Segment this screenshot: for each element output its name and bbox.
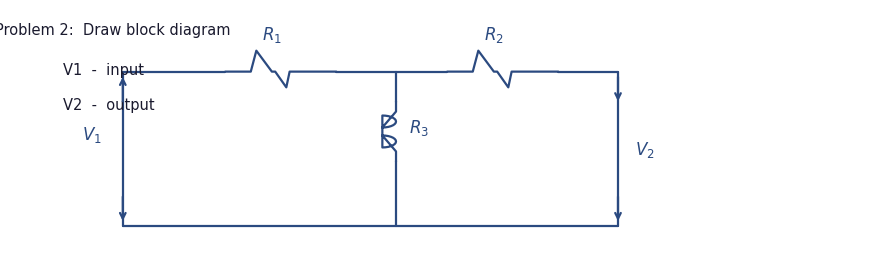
Text: $R_3$: $R_3$ bbox=[409, 117, 429, 137]
Text: V1  -  input: V1 - input bbox=[63, 62, 144, 77]
Text: $R_2$: $R_2$ bbox=[485, 25, 504, 45]
Text: $V_2$: $V_2$ bbox=[635, 139, 654, 159]
Text: $V_1$: $V_1$ bbox=[81, 124, 101, 145]
Text: V2  -  output: V2 - output bbox=[63, 97, 155, 112]
Text: $R_1$: $R_1$ bbox=[262, 25, 283, 45]
Text: Problem 2:  Draw block diagram: Problem 2: Draw block diagram bbox=[0, 23, 231, 38]
